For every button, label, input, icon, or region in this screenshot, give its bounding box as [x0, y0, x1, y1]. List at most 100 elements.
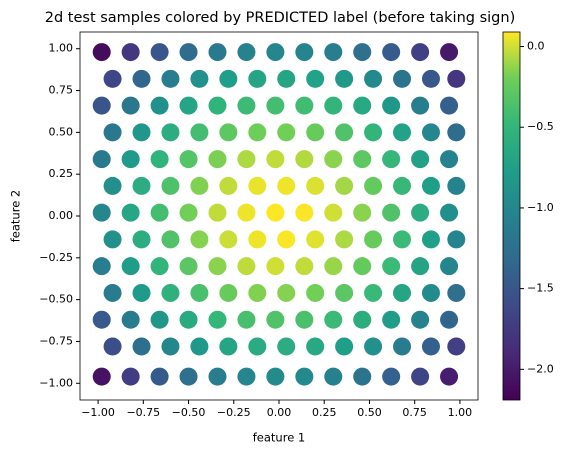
colorbar-tick-label: −0.5	[527, 120, 554, 133]
point	[179, 96, 198, 115]
x-tick-label: −1.00	[81, 406, 115, 419]
point	[324, 367, 343, 386]
x-tick-label: −0.75	[126, 406, 160, 419]
colorbar-tick-label: −1.0	[527, 201, 554, 214]
y-axis-label: feature 2	[9, 190, 23, 243]
colorbar-tick-label: 0.0	[527, 40, 545, 53]
colorbar	[502, 31, 521, 401]
point	[219, 230, 238, 249]
point	[248, 176, 267, 195]
point	[335, 230, 354, 249]
point	[248, 123, 267, 142]
point	[237, 257, 256, 276]
point	[219, 69, 238, 88]
point	[208, 257, 227, 276]
point	[92, 257, 111, 276]
point	[440, 367, 459, 386]
point	[295, 310, 314, 329]
point	[411, 96, 430, 115]
point	[92, 310, 111, 329]
point	[382, 150, 401, 169]
point	[208, 96, 227, 115]
point	[364, 283, 383, 302]
point	[411, 257, 430, 276]
point	[121, 203, 140, 222]
point	[324, 96, 343, 115]
point	[190, 230, 209, 249]
point	[190, 123, 209, 142]
point	[440, 203, 459, 222]
point	[121, 43, 140, 62]
point	[421, 123, 440, 142]
point	[440, 257, 459, 276]
point	[121, 257, 140, 276]
point	[335, 283, 354, 302]
point	[103, 123, 122, 142]
point	[324, 310, 343, 329]
point	[266, 43, 285, 62]
point	[237, 43, 256, 62]
y-tick-label: −0.25	[39, 251, 73, 264]
point	[277, 123, 296, 142]
point	[421, 230, 440, 249]
point	[306, 176, 325, 195]
point	[219, 176, 238, 195]
point	[447, 283, 466, 302]
point	[306, 69, 325, 88]
point	[364, 176, 383, 195]
point	[237, 203, 256, 222]
point	[179, 43, 198, 62]
point	[179, 150, 198, 169]
point	[161, 337, 180, 356]
point	[353, 150, 372, 169]
point	[161, 69, 180, 88]
chart-title: 2d test samples colored by PREDICTED lab…	[45, 10, 515, 26]
point	[92, 43, 111, 62]
point	[335, 69, 354, 88]
point	[132, 123, 151, 142]
point	[382, 367, 401, 386]
point	[440, 96, 459, 115]
y-tick-label: −0.75	[39, 334, 73, 347]
point	[364, 337, 383, 356]
point	[447, 69, 466, 88]
point	[306, 230, 325, 249]
point	[447, 176, 466, 195]
point	[364, 69, 383, 88]
colorbar-tick-label: −1.5	[527, 282, 554, 295]
point	[248, 337, 267, 356]
point	[447, 337, 466, 356]
point	[219, 123, 238, 142]
point	[190, 337, 209, 356]
point	[266, 367, 285, 386]
x-tick-label: 0.00	[267, 406, 292, 419]
point	[335, 123, 354, 142]
point	[440, 310, 459, 329]
point	[237, 150, 256, 169]
point	[103, 69, 122, 88]
point	[132, 176, 151, 195]
point	[103, 230, 122, 249]
point	[161, 176, 180, 195]
point	[364, 230, 383, 249]
y-tick-label: 0.00	[49, 209, 74, 222]
point	[161, 230, 180, 249]
point	[421, 69, 440, 88]
point	[421, 337, 440, 356]
point	[248, 283, 267, 302]
point	[132, 69, 151, 88]
point	[161, 283, 180, 302]
point	[190, 69, 209, 88]
point	[150, 257, 169, 276]
point	[393, 337, 412, 356]
point	[190, 176, 209, 195]
point	[295, 257, 314, 276]
point	[295, 203, 314, 222]
point	[295, 367, 314, 386]
point	[382, 257, 401, 276]
y-tick-label: 0.25	[49, 167, 74, 180]
point	[353, 367, 372, 386]
point	[161, 123, 180, 142]
point	[382, 203, 401, 222]
point	[219, 337, 238, 356]
